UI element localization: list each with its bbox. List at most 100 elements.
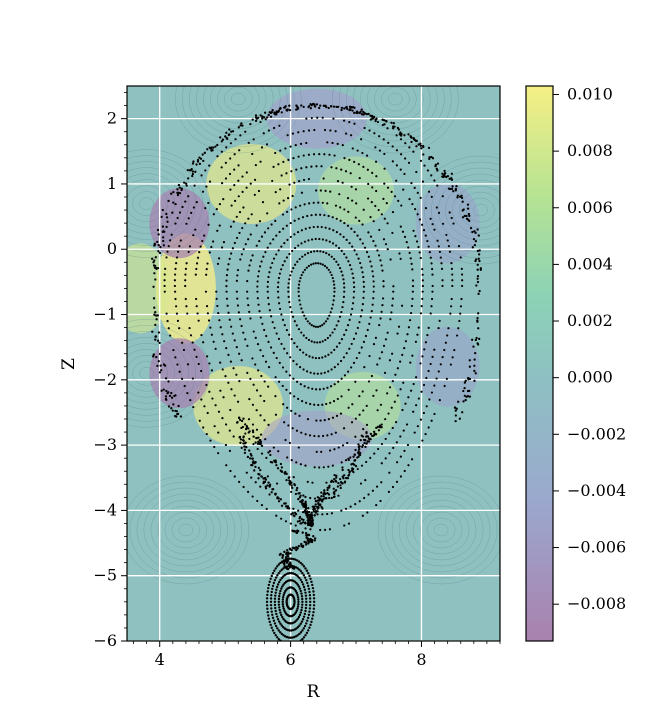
poincare-point [263,231,267,234]
poincare-point [321,340,324,343]
poincare-point [295,461,298,464]
poincare-point [382,238,386,241]
poincare-point [242,331,245,334]
poincare-point [381,297,385,300]
poincare-point [312,262,315,265]
poincare-point [228,172,232,176]
poincare-point [164,397,168,401]
poincare-point [191,162,195,165]
poincare-point [174,202,177,206]
poincare-point [411,458,414,461]
poincare-point [294,144,297,147]
poincare-point [304,591,307,594]
contour-line [189,86,288,142]
poincare-point [342,278,345,281]
poincare-point [255,428,259,431]
poincare-point [394,373,397,376]
poincare-point [184,182,188,185]
poincare-point [255,389,259,392]
poincare-point [317,262,320,265]
poincare-point [245,426,249,429]
poincare-point [292,157,295,160]
poincare-point [279,631,282,634]
poincare-point [312,153,316,156]
poincare-point [305,353,308,356]
poincare-point [333,492,336,496]
poincare-point [380,213,383,216]
poincare-point [320,495,323,498]
poincare-point [386,248,389,251]
poincare-point [154,323,157,327]
poincare-point [259,114,262,117]
poincare-point [165,225,168,229]
poincare-point [320,225,323,229]
poincare-point [201,190,205,193]
poincare-point [275,615,279,618]
poincare-point [441,279,444,282]
poincare-point [280,624,283,627]
poincare-point [280,632,284,636]
poincare-point [417,143,420,146]
poincare-point [220,150,223,153]
poincare-point [281,384,284,388]
poincare-point [279,498,282,501]
contour-line [143,493,229,567]
poincare-point [305,166,308,169]
poincare-point [229,225,233,228]
poincare-point [476,277,479,280]
poincare-point [438,399,441,402]
poincare-point [257,303,260,306]
poincare-point [329,385,333,388]
poincare-point [324,189,327,192]
poincare-point [288,557,291,560]
poincare-point [292,266,295,270]
poincare-point [299,631,303,634]
poincare-point [224,443,228,447]
poincare-point [343,290,346,293]
poincare-point [344,507,348,510]
poincare-point [183,384,186,388]
contour-line [178,523,194,537]
poincare-point [355,110,359,113]
contour-line [127,325,203,422]
poincare-point [245,424,249,428]
poincare-point [329,334,332,337]
poincare-point [462,389,465,393]
poincare-point [290,170,293,173]
poincare-point [445,233,448,237]
poincare-point [204,290,208,293]
poincare-point [275,588,278,591]
poincare-point [161,230,165,234]
poincare-point [388,386,392,389]
poincare-point [378,357,381,360]
poincare-point [449,312,452,315]
poincare-point [224,135,227,138]
poincare-point [271,108,274,112]
poincare-point [260,503,264,507]
poincare-point [288,104,291,107]
poincare-point [316,499,319,502]
poincare-point [332,280,335,283]
poincare-point [307,239,310,242]
poincare-point [161,236,165,239]
poincare-point [281,600,284,604]
poincare-point [456,194,460,197]
poincare-point [172,190,175,194]
poincare-point [209,326,212,329]
poincare-point [248,398,251,401]
poincare-point [316,341,319,344]
poincare-point [242,435,245,438]
poincare-point [471,246,474,249]
poincare-point [402,381,405,384]
poincare-point [341,468,344,472]
poincare-point [330,255,333,258]
poincare-point [318,388,321,391]
poincare-point [378,426,382,429]
poincare-point [364,334,368,338]
poincare-point [301,603,304,606]
poincare-point [256,499,259,503]
poincare-point [274,576,278,579]
poincare-point [416,333,419,336]
poincare-point [298,632,301,636]
poincare-point [286,352,289,355]
